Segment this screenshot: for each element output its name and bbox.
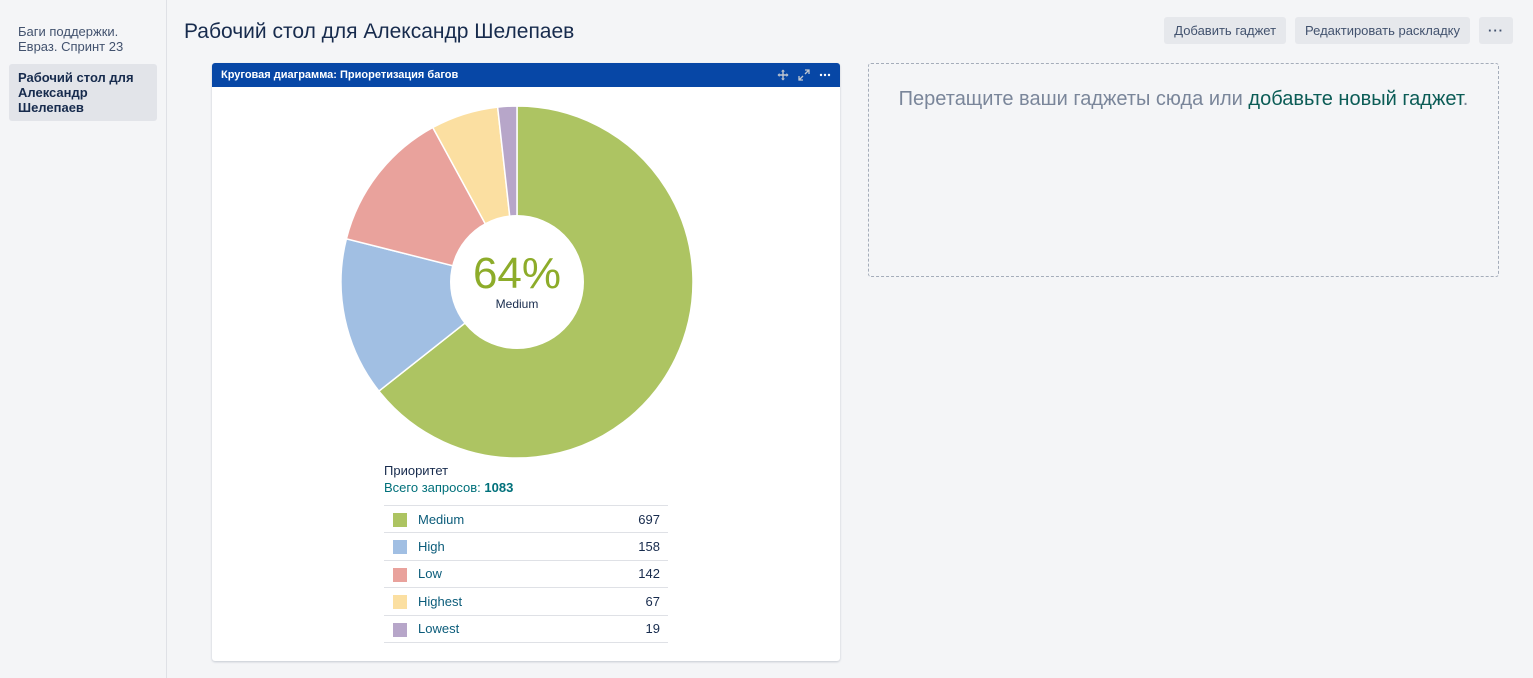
legend-row[interactable]: Highest 67	[384, 587, 668, 616]
legend-count: 67	[578, 587, 668, 616]
add-new-gadget-link[interactable]: добавьте новый гаджет	[1248, 88, 1463, 110]
legend-row[interactable]: High 158	[384, 532, 668, 561]
add-gadget-button[interactable]: Добавить гаджет	[1164, 17, 1287, 44]
total-label: Всего запросов:	[384, 480, 481, 495]
more-actions-button[interactable]: ···	[1479, 17, 1513, 44]
legend-swatch-cell	[384, 560, 408, 589]
legend-label[interactable]: High	[408, 532, 579, 561]
legend-swatch	[393, 512, 407, 527]
center-label: Medium	[496, 297, 539, 311]
legend-caption: Приоритет	[384, 463, 449, 478]
pie-chart: 64% Medium	[212, 87, 840, 467]
toolbar: Добавить гаджет Редактировать раскладку …	[1164, 17, 1513, 44]
pie-chart-svg: 64%Medium	[340, 105, 694, 459]
legend-swatch-cell	[384, 615, 408, 643]
page-title: Рабочий стол для Александр Шелепаев	[184, 20, 575, 43]
legend-count: 142	[578, 560, 668, 589]
legend-swatch-cell	[384, 505, 408, 534]
legend-row[interactable]: Medium 697	[384, 505, 668, 534]
move-icon[interactable]	[777, 69, 789, 81]
legend-count: 19	[578, 615, 668, 643]
more-icon[interactable]	[819, 69, 831, 81]
legend-swatch-cell	[384, 587, 408, 616]
legend-table: Medium 697 High 158 Low 142 Highest 67 Lowest 19	[384, 505, 668, 643]
gadget-dropzone[interactable]: Перетащите ваши гаджеты сюда или добавьт…	[868, 63, 1499, 277]
legend-label[interactable]: Medium	[408, 505, 579, 534]
pie-chart-gadget: Круговая диаграмма: Приоретизация багов …	[212, 63, 840, 661]
sidebar-item-dashboard[interactable]: Рабочий стол для Александр Шелепаев	[9, 64, 157, 121]
sidebar: Баги поддержки. Евраз. Спринт 23 Рабочий…	[0, 0, 167, 678]
legend-swatch	[393, 595, 407, 610]
legend-label[interactable]: Lowest	[408, 615, 579, 643]
donut-hole	[450, 215, 584, 349]
legend-total: Всего запросов: 1083	[384, 480, 668, 495]
legend-row[interactable]: Lowest 19	[384, 615, 668, 643]
total-value[interactable]: 1083	[484, 480, 514, 495]
sidebar-item-support-bugs[interactable]: Баги поддержки. Евраз. Спринт 23	[18, 24, 124, 54]
legend-row[interactable]: Low 142	[384, 560, 668, 589]
legend-count: 697	[578, 505, 668, 534]
legend-label[interactable]: Highest	[408, 587, 579, 616]
legend-swatch	[393, 622, 407, 637]
gadget-header: Круговая диаграмма: Приоретизация багов	[212, 63, 840, 87]
gadget-title: Круговая диаграмма: Приоретизация багов	[221, 69, 459, 81]
chart-legend: Приоритет Всего запросов: 1083 Medium 697…	[384, 463, 668, 643]
dropzone-suffix: .	[1462, 88, 1469, 110]
expand-icon[interactable]	[798, 69, 810, 81]
legend-swatch-cell	[384, 532, 408, 561]
edit-layout-button[interactable]: Редактировать раскладку	[1295, 17, 1470, 44]
legend-label[interactable]: Low	[408, 560, 579, 589]
legend-swatch	[393, 567, 407, 582]
legend-count: 158	[578, 532, 668, 561]
dropzone-text: Перетащите ваши гаджеты сюда или	[898, 88, 1249, 110]
legend-swatch	[393, 540, 407, 555]
center-percent: 64%	[473, 249, 561, 298]
